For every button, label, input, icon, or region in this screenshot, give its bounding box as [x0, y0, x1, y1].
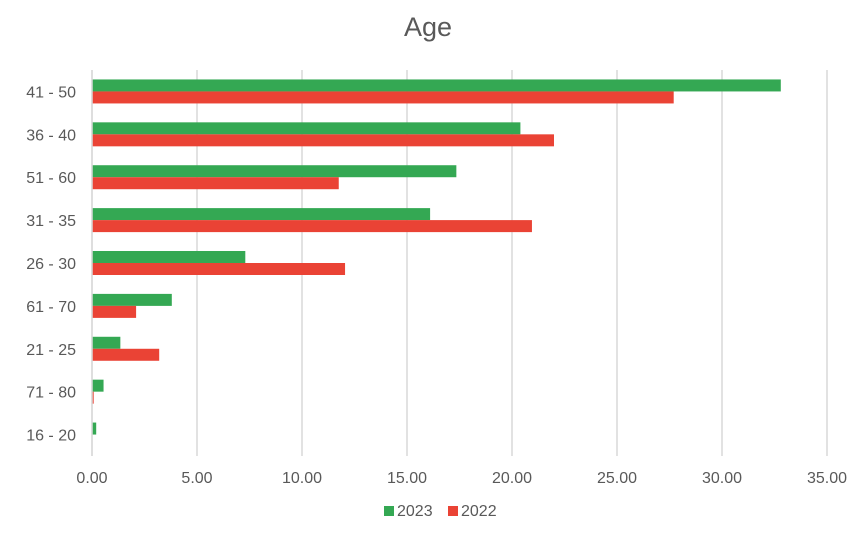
y-tick-label: 21 - 25 — [26, 342, 76, 359]
y-tick-label: 16 - 20 — [26, 428, 76, 445]
x-tick-label: 0.00 — [76, 470, 107, 487]
bar-2022 — [92, 391, 94, 404]
bar-2023 — [92, 293, 172, 306]
bar-2022 — [92, 91, 674, 104]
x-tick-label: 5.00 — [181, 470, 212, 487]
chart-title: Age — [403, 12, 453, 42]
y-tick-label: 26 - 30 — [26, 256, 76, 273]
bar-2023 — [92, 79, 781, 92]
bar-2023 — [92, 251, 246, 263]
legend-swatch-2023 — [384, 506, 394, 516]
bar-2022 — [92, 305, 137, 318]
legend-label-2022: 2022 — [461, 503, 497, 520]
y-tick-label: 61 - 70 — [26, 299, 76, 316]
y-tick-label: 71 - 80 — [26, 385, 76, 402]
y-tick-label: 41 - 50 — [26, 84, 76, 101]
x-tick-label: 30.00 — [702, 470, 742, 487]
bar-2023 — [92, 379, 104, 392]
bar-2022 — [92, 220, 532, 233]
x-tick-label: 25.00 — [597, 470, 637, 487]
legend-swatch-2022 — [448, 506, 458, 516]
y-tick-label: 36 - 40 — [26, 127, 76, 144]
x-tick-label: 15.00 — [387, 470, 427, 487]
x-tick-label: 10.00 — [282, 470, 322, 487]
legend-label-2023: 2023 — [397, 503, 433, 520]
y-tick-label: 51 - 60 — [26, 170, 76, 187]
bar-2023 — [92, 122, 521, 135]
x-tick-label: 35.00 — [807, 470, 847, 487]
bar-2023 — [92, 336, 121, 349]
bar-2022 — [92, 177, 339, 190]
x-tick-label: 20.00 — [492, 470, 532, 487]
bar-2023 — [92, 165, 457, 178]
y-tick-label: 31 - 35 — [26, 213, 76, 230]
bar-2022 — [92, 134, 554, 147]
bar-2023 — [92, 422, 97, 435]
bar-2022 — [92, 263, 346, 275]
bar-2022 — [92, 348, 160, 361]
bar-2023 — [92, 208, 431, 221]
